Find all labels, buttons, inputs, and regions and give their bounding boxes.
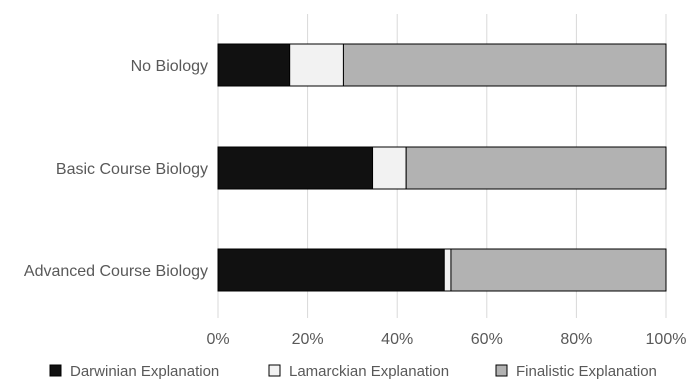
x-tick-label: 0%: [206, 331, 229, 348]
x-tick-label: 40%: [381, 331, 413, 348]
legend-label: Lamarckian Explanation: [289, 363, 449, 380]
bar-segment-darwinian-1: [217, 146, 374, 190]
x-tick-label: 100%: [646, 331, 687, 348]
bar-segment-finalistic-0: [342, 43, 667, 87]
bar-segment-lamarckian-2: [443, 248, 452, 292]
bar-segment-darwinian-0: [217, 43, 291, 87]
legend-swatch: [268, 364, 281, 377]
bar-segment-lamarckian-1: [372, 146, 407, 190]
x-tick-label: 20%: [292, 331, 324, 348]
category-labels: No Biology Basic Course Biology Advanced C…: [24, 58, 208, 280]
bar-segment-darwinian-2: [217, 248, 445, 292]
bar-segment-lamarckian-0: [289, 43, 344, 87]
legend-swatch: [49, 364, 62, 377]
bar-segment-finalistic-2: [450, 248, 667, 292]
legend: Darwinian Explanation Lamarckian Explanat…: [49, 363, 657, 380]
x-tick-label: 60%: [471, 331, 503, 348]
category-label: Advanced Course Biology: [24, 263, 208, 280]
x-tick-label: 80%: [560, 331, 592, 348]
category-label: No Biology: [131, 58, 208, 75]
bar-segment-finalistic-1: [405, 146, 667, 190]
bars: [217, 43, 667, 292]
category-label: Basic Course Biology: [56, 161, 208, 178]
legend-label: Darwinian Explanation: [70, 363, 219, 380]
x-axis-ticks: 0% 20% 40% 60% 80% 100%: [206, 331, 686, 348]
legend-swatch: [495, 364, 508, 377]
legend-label: Finalistic Explanation: [516, 363, 657, 380]
